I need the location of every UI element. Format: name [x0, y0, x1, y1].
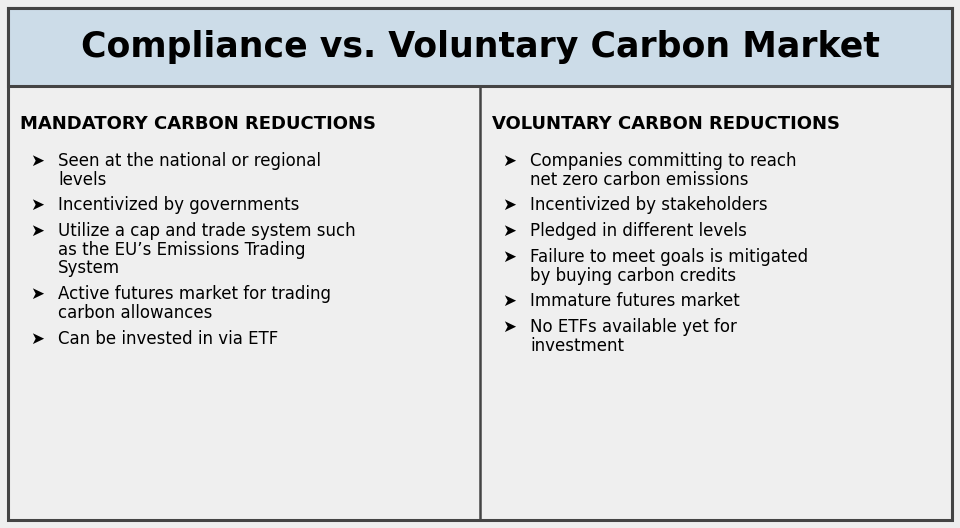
Text: carbon allowances: carbon allowances [58, 304, 212, 322]
Text: ➤: ➤ [30, 152, 44, 170]
Text: System: System [58, 259, 120, 277]
Text: Companies committing to reach: Companies committing to reach [530, 152, 797, 170]
Text: investment: investment [530, 337, 624, 355]
FancyBboxPatch shape [8, 8, 952, 520]
Text: ➤: ➤ [502, 293, 516, 310]
Text: Immature futures market: Immature futures market [530, 293, 740, 310]
Text: ➤: ➤ [30, 285, 44, 303]
Text: ➤: ➤ [30, 329, 44, 347]
FancyBboxPatch shape [8, 8, 952, 86]
Text: Active futures market for trading: Active futures market for trading [58, 285, 331, 303]
Text: ➤: ➤ [502, 152, 516, 170]
Text: by buying carbon credits: by buying carbon credits [530, 267, 736, 285]
Text: ➤: ➤ [502, 318, 516, 336]
Text: ➤: ➤ [502, 248, 516, 266]
Text: MANDATORY CARBON REDUCTIONS: MANDATORY CARBON REDUCTIONS [20, 115, 376, 133]
Text: VOLUNTARY CARBON REDUCTIONS: VOLUNTARY CARBON REDUCTIONS [492, 115, 840, 133]
Text: net zero carbon emissions: net zero carbon emissions [530, 171, 749, 188]
Text: Can be invested in via ETF: Can be invested in via ETF [58, 329, 278, 347]
Text: Seen at the national or regional: Seen at the national or regional [58, 152, 321, 170]
Text: Incentivized by stakeholders: Incentivized by stakeholders [530, 196, 768, 214]
Text: levels: levels [58, 171, 107, 188]
Text: ➤: ➤ [502, 196, 516, 214]
Text: as the EU’s Emissions Trading: as the EU’s Emissions Trading [58, 241, 305, 259]
Text: Pledged in different levels: Pledged in different levels [530, 222, 747, 240]
Text: Utilize a cap and trade system such: Utilize a cap and trade system such [58, 222, 355, 240]
Text: ➤: ➤ [502, 222, 516, 240]
Text: Compliance vs. Voluntary Carbon Market: Compliance vs. Voluntary Carbon Market [81, 30, 879, 64]
Text: Failure to meet goals is mitigated: Failure to meet goals is mitigated [530, 248, 808, 266]
Text: ➤: ➤ [30, 196, 44, 214]
Text: No ETFs available yet for: No ETFs available yet for [530, 318, 737, 336]
Text: Incentivized by governments: Incentivized by governments [58, 196, 300, 214]
Text: ➤: ➤ [30, 222, 44, 240]
